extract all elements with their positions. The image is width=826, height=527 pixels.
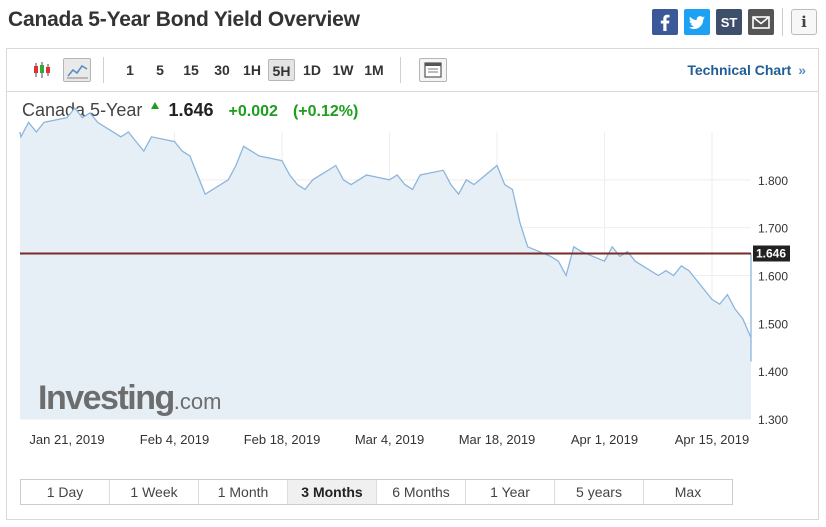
x-tick-label: Jan 21, 2019: [29, 432, 104, 447]
toolbar-divider: [400, 57, 401, 83]
range-selector: 1 Day 1 Week 1 Month 3 Months 6 Months 1…: [20, 479, 733, 505]
candlestick-icon: [34, 62, 50, 78]
series-area: [20, 108, 751, 419]
email-share-button[interactable]: [748, 9, 774, 35]
twitter-share-button[interactable]: [684, 9, 710, 35]
last-price: 1.646: [168, 100, 214, 120]
y-tick-label: 1.400: [758, 365, 788, 379]
instrument-name: Canada 5-Year: [22, 100, 143, 120]
twitter-icon: [684, 9, 710, 35]
price-change-percent: (+0.12%): [292, 103, 359, 120]
range-1-month[interactable]: 1 Month: [199, 480, 288, 504]
line-chart-icon: [67, 64, 88, 79]
candlestick-chart-button[interactable]: [29, 58, 57, 82]
watermark-brand: Investing: [38, 379, 174, 417]
range-6-months[interactable]: 6 Months: [377, 480, 466, 504]
investing-watermark: Investing.com: [38, 379, 221, 417]
info-button[interactable]: i: [791, 9, 817, 35]
facebook-share-button[interactable]: [652, 9, 678, 35]
timeframe-1[interactable]: 1: [126, 62, 134, 78]
share-divider: [782, 8, 783, 36]
range-1-week[interactable]: 1 Week: [110, 480, 199, 504]
timeframe-1d[interactable]: 1D: [303, 62, 321, 78]
series-line: [19, 107, 752, 362]
area-chart-button[interactable]: [63, 58, 91, 82]
range-1-day[interactable]: 1 Day: [21, 480, 110, 504]
x-tick-label: Apr 15, 2019: [675, 432, 749, 447]
stocktwits-share-button[interactable]: ST: [716, 9, 742, 35]
yield-chart[interactable]: 1.300 1.400 1.500 1.600 1.700 1.800 1.646 Jan 2…: [0, 0, 826, 470]
timeframe-5h[interactable]: 5H: [268, 59, 295, 81]
page-title: Canada 5-Year Bond Yield Overview: [8, 8, 360, 31]
timeframe-1w[interactable]: 1W: [332, 62, 354, 78]
chart-settings-button[interactable]: [419, 58, 447, 82]
timeframe-1m[interactable]: 1M: [364, 62, 384, 78]
window-icon: [424, 62, 442, 78]
range-1-year[interactable]: 1 Year: [466, 480, 555, 504]
range-5-years[interactable]: 5 years: [555, 480, 644, 504]
timeframe-1h[interactable]: 1H: [243, 62, 261, 78]
y-tick-label: 1.300: [758, 413, 788, 427]
stocktwits-icon: ST: [716, 9, 742, 35]
range-max[interactable]: Max: [674, 484, 702, 500]
email-icon: [748, 9, 774, 35]
x-tick-label: Feb 4, 2019: [140, 432, 209, 447]
x-tick-label: Mar 4, 2019: [355, 432, 424, 447]
timeframe-5[interactable]: 5: [156, 62, 164, 78]
x-tick-label: Apr 1, 2019: [571, 432, 638, 447]
svg-text:ST: ST: [721, 15, 738, 30]
current-value-badge: [753, 245, 790, 262]
double-chevron-right-icon: »: [798, 62, 806, 78]
watermark-suffix: .com: [174, 389, 222, 414]
y-tick-label: 1.500: [758, 317, 788, 331]
y-tick-label: 1.600: [758, 270, 788, 284]
timeframe-30[interactable]: 30: [214, 62, 230, 78]
up-arrow-icon: [151, 102, 160, 109]
price-change: +0.002: [228, 103, 278, 120]
chart-panel: [6, 48, 819, 520]
x-tick-label: Mar 18, 2019: [459, 432, 536, 447]
facebook-icon: [652, 9, 678, 35]
range-3-months[interactable]: 3 Months: [288, 480, 377, 504]
technical-chart-label: Technical Chart: [687, 62, 792, 78]
quote-header: Canada 5-Year 1.646 +0.002 (+0.12%): [22, 100, 358, 121]
timeframe-15[interactable]: 15: [183, 62, 199, 78]
y-tick-label: 1.700: [758, 222, 788, 236]
technical-chart-link[interactable]: Technical Chart »: [687, 62, 806, 78]
toolbar-divider: [103, 57, 104, 83]
y-tick-label: 1.800: [758, 174, 788, 188]
current-value-label: 1.646: [756, 246, 786, 260]
chart-toolbar: 1 5 15 30 1H 5H 1D 1W 1M Technical Chart…: [7, 49, 818, 92]
x-tick-label: Feb 18, 2019: [244, 432, 321, 447]
